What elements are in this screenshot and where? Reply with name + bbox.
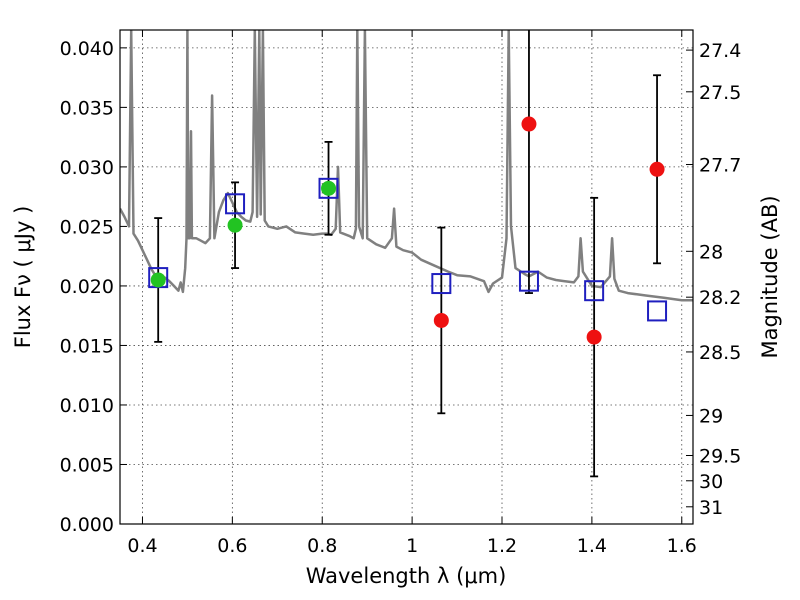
model-point-square: [318, 177, 339, 199]
x-tick-label: 0.4: [127, 535, 157, 557]
green-data-point: [227, 217, 243, 233]
error-bar-layer: [154, 30, 662, 478]
mag-tick-label: 27.4: [699, 40, 741, 62]
x-tick-label: 1.6: [667, 535, 697, 557]
model-point-square: [584, 280, 605, 302]
x-tick-label: 1.4: [577, 535, 607, 557]
model-point-square: [647, 300, 668, 322]
y-tick-label: 0.000: [60, 514, 114, 536]
red-data-point: [521, 116, 537, 132]
red-data-point: [649, 161, 665, 177]
grid-layer: [120, 30, 693, 525]
y-tick-label: 0.010: [60, 395, 114, 417]
green-data-point: [321, 180, 337, 196]
red-data-point: [433, 312, 449, 328]
mag-tick-label: 29: [699, 405, 723, 427]
mag-tick-label: 28: [699, 241, 723, 263]
y-axis-label-right: Magnitude (AB): [758, 195, 782, 358]
mag-tick-label: 29.5: [699, 446, 741, 468]
mag-tick-label: 30: [699, 471, 723, 493]
mag-tick-label: 27.7: [699, 155, 741, 177]
x-tick-label: 0.6: [217, 535, 247, 557]
x-axis-label: Wavelength λ (μm): [306, 564, 507, 588]
plot-frame: [119, 29, 694, 525]
y-tick-label: 0.005: [60, 454, 114, 476]
x-tick-label: 0.8: [307, 535, 337, 557]
y-tick-label: 0.025: [60, 216, 114, 238]
y-axis-label-left: Flux Fν ( μJy ): [11, 206, 35, 349]
model-point-square: [431, 273, 452, 295]
model-spectrum-layer: [120, 30, 693, 302]
y-tick-label: 0.030: [60, 157, 114, 179]
red-data-point: [586, 329, 602, 345]
model-point-square: [225, 193, 246, 215]
marker-layer: [148, 116, 668, 345]
mag-tick-label: 31: [699, 497, 723, 519]
x-tick-label: 1.2: [487, 535, 517, 557]
y-tick-label: 0.015: [60, 335, 114, 357]
green-data-point: [150, 272, 166, 288]
y-tick-label: 0.020: [60, 276, 114, 298]
mag-tick-label: 28.2: [699, 287, 741, 309]
x-tick-label: 1: [406, 535, 418, 557]
model-point-square: [518, 270, 539, 292]
axis-layer: 0.4 0.6 0.8 1 1.2 1.4 1.6 0.000 0.005 0.010 0.015 0…: [60, 30, 741, 557]
mag-tick-label: 28.5: [699, 342, 741, 364]
model-spectrum-line: [120, 30, 693, 302]
y-tick-label: 0.040: [60, 38, 114, 60]
mag-tick-label: 27.5: [699, 82, 741, 104]
y-tick-label: 0.035: [60, 97, 114, 119]
